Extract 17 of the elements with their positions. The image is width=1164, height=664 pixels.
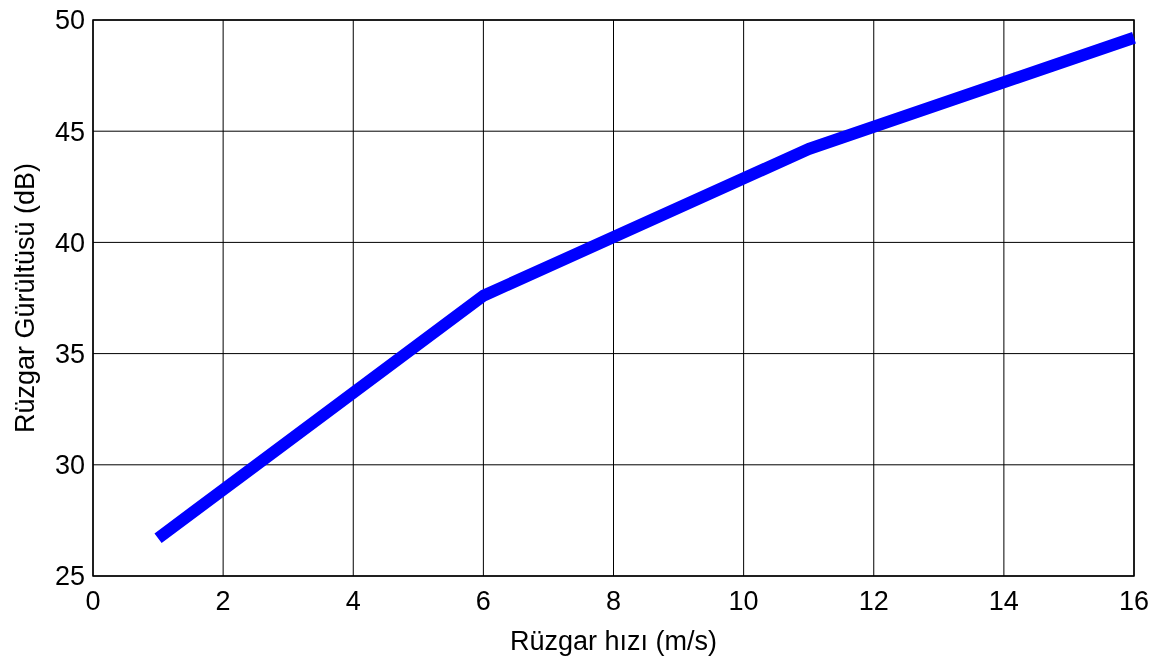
x-tick-label: 16 [1118,586,1150,616]
x-tick-label: 8 [605,586,622,616]
x-tick-label: 0 [85,586,101,616]
y-tick-label: 25 [54,561,85,592]
y-tick-label: 30 [54,450,85,481]
x-tick-label: 6 [475,586,491,616]
y-tick-label: 40 [54,227,85,258]
y-tick-label: 50 [54,5,85,36]
y-tick-label: 35 [54,339,85,370]
y-axis-title: Rüzgar Gürültüsü (dB) [10,162,40,434]
x-tick-label: 14 [988,586,1019,616]
x-tick-label: 12 [858,586,889,616]
x-tick-label: 2 [215,586,231,616]
x-tick-label: 4 [345,586,361,616]
y-tick-label: 45 [54,116,85,147]
x-tick-label: 10 [728,586,759,616]
x-axis-title: Rüzgar hızı (m/s) [509,626,718,656]
